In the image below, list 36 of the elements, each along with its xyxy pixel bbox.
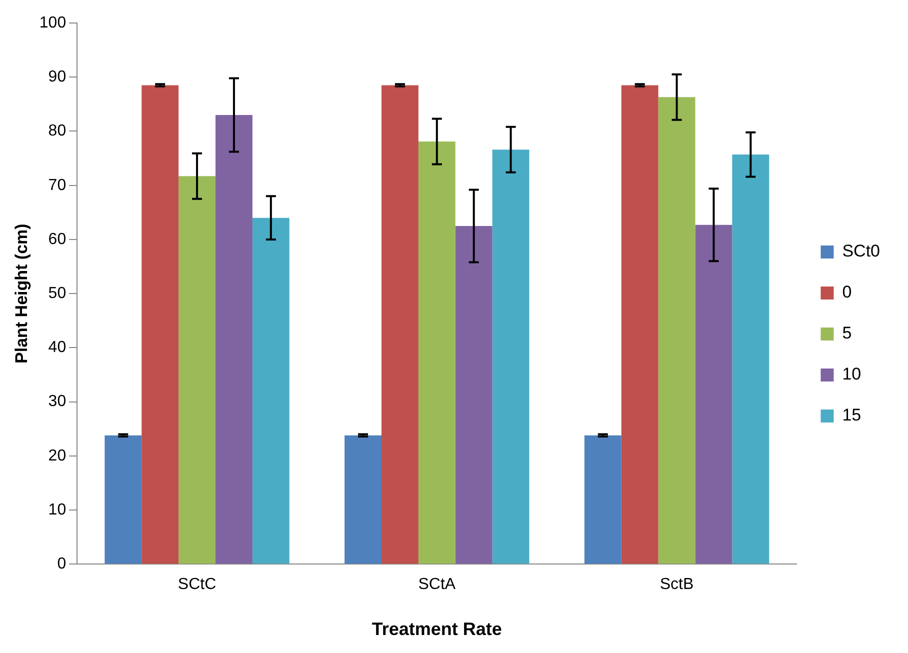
x-tick-label: SCtA: [418, 576, 456, 594]
x-tick-label: SCtC: [178, 576, 216, 594]
legend-label: 15: [842, 406, 862, 425]
legend-label: 5: [842, 324, 852, 343]
bar: [621, 85, 658, 564]
bar: [252, 218, 290, 564]
y-tick-label: 100: [39, 14, 66, 32]
bar: [584, 435, 622, 564]
y-tick-label: 40: [48, 339, 66, 356]
bar: [455, 226, 492, 564]
legend-label: 10: [842, 364, 862, 384]
y-tick-label: 60: [48, 230, 66, 248]
y-tick-label: 80: [48, 122, 66, 140]
bar: [695, 224, 732, 564]
y-tick-label: 10: [48, 501, 66, 518]
y-tick-label: 90: [48, 68, 66, 86]
bar: [104, 435, 142, 564]
bar: [142, 85, 179, 564]
legend-label: SCt0: [842, 242, 880, 261]
bar: [732, 154, 770, 564]
y-tick-label: 0: [57, 556, 66, 573]
y-tick-label: 50: [48, 285, 66, 302]
bar: [492, 150, 530, 564]
legend-label: 0: [842, 282, 852, 302]
bar: [418, 142, 456, 564]
x-tick-label: SctB: [660, 576, 694, 594]
bar: [344, 435, 382, 564]
bar: [216, 115, 252, 564]
y-tick-label: 30: [48, 393, 66, 410]
bar: [658, 97, 696, 564]
y-tick-label: 20: [48, 447, 66, 464]
bar: [178, 176, 216, 564]
x-axis-title: Treatment Rate: [372, 619, 502, 640]
y-axis-title: Plant Height (cm): [12, 224, 31, 364]
y-tick-label: 70: [48, 176, 66, 194]
bar: [381, 85, 418, 564]
